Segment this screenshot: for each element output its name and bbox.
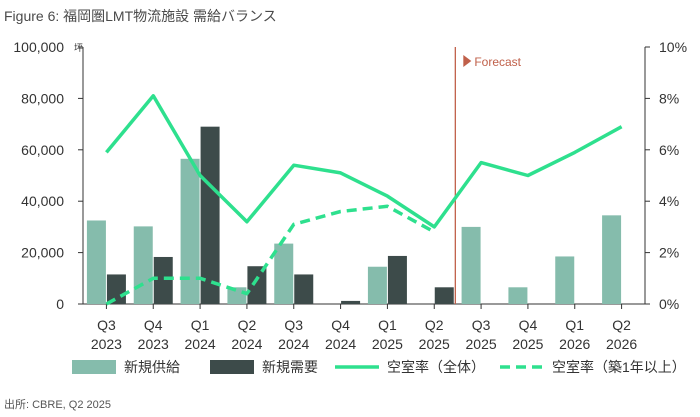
legend-vacancy-1yr-plus-label: 空室率（築1年以上） <box>552 359 686 375</box>
x-tick-label-year: 2023 <box>138 336 169 352</box>
axes <box>78 46 650 309</box>
bar-new-supply <box>461 226 481 304</box>
bar-new-demand <box>200 126 220 304</box>
y-left-tick-label: 80,000 <box>21 90 64 106</box>
y-left-tick-label: 20,000 <box>21 245 64 261</box>
x-tick-label-year: 2025 <box>512 336 543 352</box>
bar-new-demand <box>341 300 361 304</box>
x-tick-label-year: 2025 <box>372 336 403 352</box>
y-left-tick-label: 40,000 <box>21 193 64 209</box>
y-right-tick-label: 6% <box>659 142 679 158</box>
bar-new-supply <box>555 256 575 304</box>
bar-new-supply <box>180 158 200 304</box>
x-tick-label-quarter: Q1 <box>191 317 210 333</box>
bar-new-supply <box>86 220 106 304</box>
x-tick-label-quarter: Q3 <box>97 317 116 333</box>
bar-new-demand <box>387 255 407 304</box>
x-tick-label-quarter: Q2 <box>425 317 444 333</box>
legend-new-demand-label: 新規需要 <box>262 359 318 375</box>
bar-new-demand <box>434 287 454 304</box>
y-right-tick-label: 2% <box>659 245 679 261</box>
y-left-tick-label: 100,000 <box>13 39 64 55</box>
axis-labels: 0 20,000 40,000 60,000 80,000 100,000 坪 0% 2% 4% 6… <box>13 39 687 352</box>
x-tick-label-quarter: Q4 <box>331 317 350 333</box>
x-tick-label-year: 2024 <box>278 336 309 352</box>
chart-title: Figure 6: 福岡圏LMT物流施設 需給バランス <box>4 8 277 24</box>
bar-new-demand <box>294 274 314 304</box>
legend-new-supply-label: 新規供給 <box>124 359 180 375</box>
y-left-unit-label: 坪 <box>74 43 83 53</box>
y-right-tick-label: 0% <box>659 296 679 312</box>
bar-new-supply <box>367 266 387 304</box>
bar-new-supply <box>227 287 247 304</box>
y-left-tick-label: 0 <box>56 296 64 312</box>
bar-new-demand <box>153 256 173 304</box>
x-tick-label-quarter: Q4 <box>519 317 538 333</box>
x-tick-label-quarter: Q4 <box>144 317 163 333</box>
bar-new-supply <box>602 215 622 304</box>
x-tick-label-year: 2024 <box>185 336 216 352</box>
legend-new-demand-swatch <box>210 360 254 374</box>
bar-new-supply <box>274 243 294 304</box>
source-note: 出所: CBRE, Q2 2025 <box>4 399 111 411</box>
x-tick-label-year: 2025 <box>419 336 450 352</box>
y-right-tick-label: 4% <box>659 193 679 209</box>
x-tick-label-quarter: Q2 <box>612 317 631 333</box>
x-tick-label-quarter: Q3 <box>284 317 303 333</box>
forecast-marker-icon <box>463 55 472 67</box>
line-series <box>105 94 623 306</box>
bar-new-supply <box>133 226 153 304</box>
line-vacancy-1yr-plus <box>105 204 436 306</box>
bar-new-supply <box>508 287 528 304</box>
legend-new-supply-swatch <box>72 360 116 374</box>
x-tick-label-quarter: Q1 <box>378 317 397 333</box>
x-tick-label-year: 2023 <box>91 336 122 352</box>
x-tick-label-year: 2026 <box>559 336 590 352</box>
x-tick-label-year: 2026 <box>606 336 637 352</box>
y-left-tick-label: 60,000 <box>21 142 64 158</box>
legend: 新規供給 新規需要 空室率（全体） 空室率（築1年以上） <box>72 359 686 375</box>
x-tick-label-year: 2025 <box>466 336 497 352</box>
line-vacancy-overall <box>105 94 623 229</box>
x-tick-label-quarter: Q3 <box>472 317 491 333</box>
bar-new-demand <box>106 274 126 304</box>
forecast-label: Forecast <box>474 55 521 69</box>
legend-vacancy-overall-label: 空室率（全体） <box>387 359 485 375</box>
x-tick-label-quarter: Q1 <box>565 317 584 333</box>
x-tick-label-year: 2024 <box>325 336 356 352</box>
x-tick-label-quarter: Q2 <box>238 317 257 333</box>
y-right-tick-label: 8% <box>659 90 679 106</box>
x-tick-label-year: 2024 <box>231 336 262 352</box>
y-right-tick-label: 10% <box>659 39 687 55</box>
bar-new-demand <box>247 266 267 304</box>
